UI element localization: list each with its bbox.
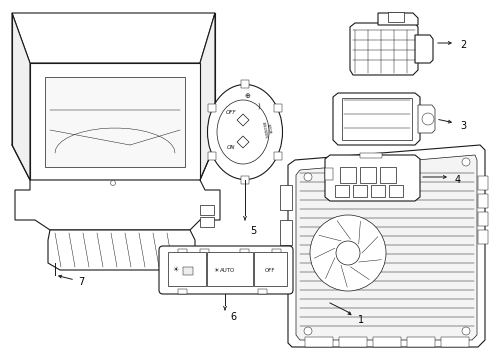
- Text: ⊕: ⊕: [244, 93, 250, 99]
- Circle shape: [310, 215, 386, 291]
- Bar: [478, 212, 488, 226]
- Bar: [335, 185, 349, 197]
- Text: AUTO: AUTO: [220, 267, 236, 273]
- Text: ON: ON: [227, 144, 235, 149]
- Polygon shape: [200, 13, 215, 180]
- Bar: [305, 337, 333, 347]
- Bar: [325, 168, 333, 180]
- Polygon shape: [15, 180, 220, 230]
- Circle shape: [462, 327, 470, 335]
- Circle shape: [422, 113, 434, 125]
- Bar: [340, 167, 356, 183]
- Bar: [371, 185, 385, 197]
- FancyBboxPatch shape: [159, 246, 293, 294]
- Text: 4: 4: [455, 175, 461, 185]
- Bar: [178, 249, 187, 255]
- Bar: [254, 252, 287, 286]
- Bar: [407, 337, 435, 347]
- Ellipse shape: [207, 85, 283, 180]
- Bar: [360, 153, 382, 158]
- Bar: [272, 249, 281, 255]
- Bar: [388, 12, 404, 22]
- Polygon shape: [378, 13, 418, 25]
- Text: ☀: ☀: [213, 267, 219, 273]
- Bar: [342, 98, 412, 140]
- Bar: [280, 185, 292, 210]
- Bar: [200, 217, 214, 227]
- Circle shape: [462, 158, 470, 166]
- Polygon shape: [418, 105, 435, 133]
- Polygon shape: [237, 136, 249, 148]
- Bar: [200, 205, 214, 215]
- Polygon shape: [325, 155, 420, 201]
- Text: 7: 7: [78, 277, 84, 287]
- Bar: [353, 185, 367, 197]
- Bar: [208, 152, 216, 160]
- Bar: [360, 167, 376, 183]
- Circle shape: [304, 173, 312, 181]
- Bar: [200, 249, 209, 255]
- Bar: [274, 152, 282, 160]
- Ellipse shape: [217, 100, 269, 164]
- Polygon shape: [333, 93, 420, 145]
- Bar: [241, 176, 249, 184]
- Bar: [389, 185, 403, 197]
- Bar: [380, 167, 396, 183]
- Text: 3: 3: [460, 121, 466, 131]
- Polygon shape: [30, 63, 200, 180]
- Polygon shape: [48, 230, 195, 270]
- Bar: [168, 252, 206, 286]
- Bar: [478, 230, 488, 244]
- Polygon shape: [288, 145, 485, 347]
- Bar: [441, 337, 469, 347]
- Bar: [478, 194, 488, 208]
- Bar: [207, 252, 253, 286]
- Text: OFF: OFF: [265, 267, 275, 273]
- Text: 1: 1: [358, 315, 364, 325]
- Polygon shape: [45, 77, 185, 167]
- Text: OFF: OFF: [226, 109, 236, 114]
- Text: ): ): [258, 103, 260, 109]
- Polygon shape: [296, 155, 477, 340]
- Bar: [280, 220, 292, 245]
- Circle shape: [304, 327, 312, 335]
- Circle shape: [336, 241, 360, 265]
- Bar: [208, 104, 216, 112]
- Bar: [240, 249, 249, 255]
- Polygon shape: [350, 23, 418, 75]
- Text: ☀: ☀: [173, 267, 179, 273]
- Bar: [478, 176, 488, 190]
- Bar: [241, 80, 249, 88]
- Polygon shape: [237, 114, 249, 126]
- Bar: [339, 337, 367, 347]
- Bar: [183, 267, 193, 275]
- Text: 2: 2: [460, 40, 466, 50]
- Bar: [274, 104, 282, 112]
- Polygon shape: [12, 13, 30, 180]
- Text: AUTOM.
ABBLENDEN: AUTOM. ABBLENDEN: [261, 121, 272, 139]
- Circle shape: [111, 180, 116, 185]
- Text: 6: 6: [230, 312, 236, 322]
- Bar: [373, 337, 401, 347]
- Text: 5: 5: [250, 226, 256, 236]
- Bar: [178, 289, 187, 294]
- Polygon shape: [415, 35, 433, 63]
- Polygon shape: [12, 13, 215, 63]
- Bar: [258, 289, 267, 294]
